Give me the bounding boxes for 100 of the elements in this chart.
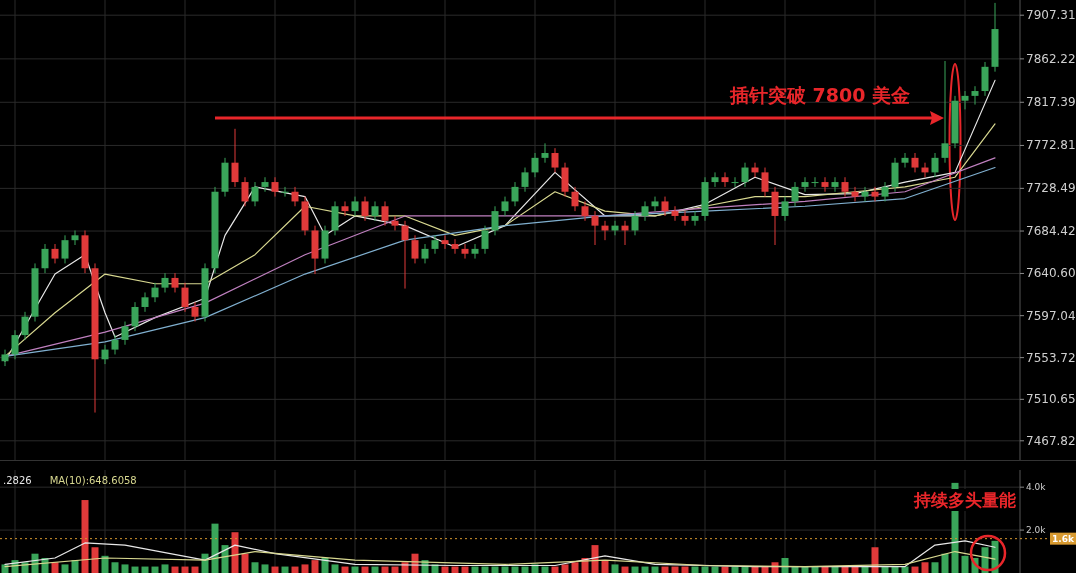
candlestick (451, 238, 459, 255)
bar (361, 566, 369, 573)
candlestick (391, 215, 399, 231)
candlestick (911, 152, 919, 173)
candlestick (491, 205, 499, 236)
bar (721, 566, 729, 573)
bar (841, 566, 849, 573)
candlestick (691, 210, 699, 227)
candlestick (761, 167, 769, 198)
bar (631, 566, 639, 573)
candlestick (831, 176, 839, 193)
candlestick (261, 176, 269, 193)
candlestick (681, 210, 689, 227)
bar (51, 562, 59, 573)
bar (881, 566, 889, 573)
candlestick (151, 282, 159, 303)
bar (481, 566, 489, 573)
candlestick (861, 186, 869, 202)
bar (601, 560, 609, 573)
candlestick (531, 152, 539, 178)
candlestick (191, 301, 199, 323)
candlestick (231, 128, 239, 188)
bar (821, 566, 829, 573)
candlestick (121, 321, 129, 346)
candlestick (411, 234, 419, 264)
candlestick (471, 243, 479, 260)
candlestick (821, 176, 829, 193)
candlestick (931, 152, 939, 178)
bar (781, 557, 789, 573)
bar (491, 566, 499, 573)
candlestick (731, 176, 739, 188)
candlestick (551, 147, 559, 173)
bar (511, 566, 519, 573)
bar (561, 564, 569, 573)
candlestick (541, 142, 549, 164)
candlestick (901, 152, 909, 169)
candlestick (131, 301, 139, 332)
bar (681, 566, 689, 573)
candlestick (641, 200, 649, 222)
bar (371, 566, 379, 573)
ref-line-label: 1.6k (1052, 533, 1075, 544)
candlestick (241, 176, 249, 207)
bar (111, 562, 119, 573)
bar (181, 566, 189, 573)
candlestick (281, 186, 289, 198)
bar (351, 566, 359, 573)
bar (241, 553, 249, 573)
bar (121, 564, 129, 573)
candlestick (481, 225, 489, 255)
bar (281, 566, 289, 573)
candlestick (781, 196, 789, 222)
bar (501, 566, 509, 573)
candlestick (71, 229, 79, 246)
candlestick (21, 311, 29, 341)
bar (731, 566, 739, 573)
candlestick (371, 200, 379, 222)
bar (551, 566, 559, 573)
candlestick (421, 243, 429, 264)
bar (381, 566, 389, 573)
candlestick (581, 200, 589, 222)
bar (321, 557, 329, 573)
bar (621, 566, 629, 573)
candlestick (441, 234, 449, 250)
bar (961, 555, 969, 573)
bar (691, 566, 699, 573)
candlestick (161, 272, 169, 293)
bar (471, 566, 479, 573)
bar (81, 500, 89, 573)
candlestick (971, 85, 979, 106)
bar (131, 566, 139, 573)
text: .2826 (3, 474, 32, 486)
candlestick (791, 181, 799, 207)
bar (801, 566, 809, 573)
candlestick (721, 171, 729, 188)
bar (301, 564, 309, 573)
candlestick (521, 167, 529, 193)
candlestick (511, 181, 519, 207)
bar (341, 566, 349, 573)
candlestick (1, 349, 9, 367)
bar (591, 545, 599, 573)
candlestick (351, 196, 359, 217)
candlestick (571, 186, 579, 212)
candlestick (881, 181, 889, 202)
bar (191, 566, 199, 573)
candlestick (591, 210, 599, 246)
bar (891, 566, 899, 573)
candlestick (401, 220, 409, 290)
y-tick-label: 7640.60 (1026, 266, 1076, 281)
candlestick (711, 171, 719, 188)
candlestick (61, 234, 69, 264)
candlestick (101, 344, 109, 365)
candlestick (291, 186, 299, 207)
candlestick (941, 60, 949, 164)
bar (811, 566, 819, 573)
candlestick (141, 291, 149, 313)
bar (61, 564, 69, 573)
candlestick (341, 200, 349, 217)
y-tick-label: 7728.49 (1026, 181, 1076, 196)
bar (231, 532, 239, 573)
candlestick (801, 176, 809, 193)
